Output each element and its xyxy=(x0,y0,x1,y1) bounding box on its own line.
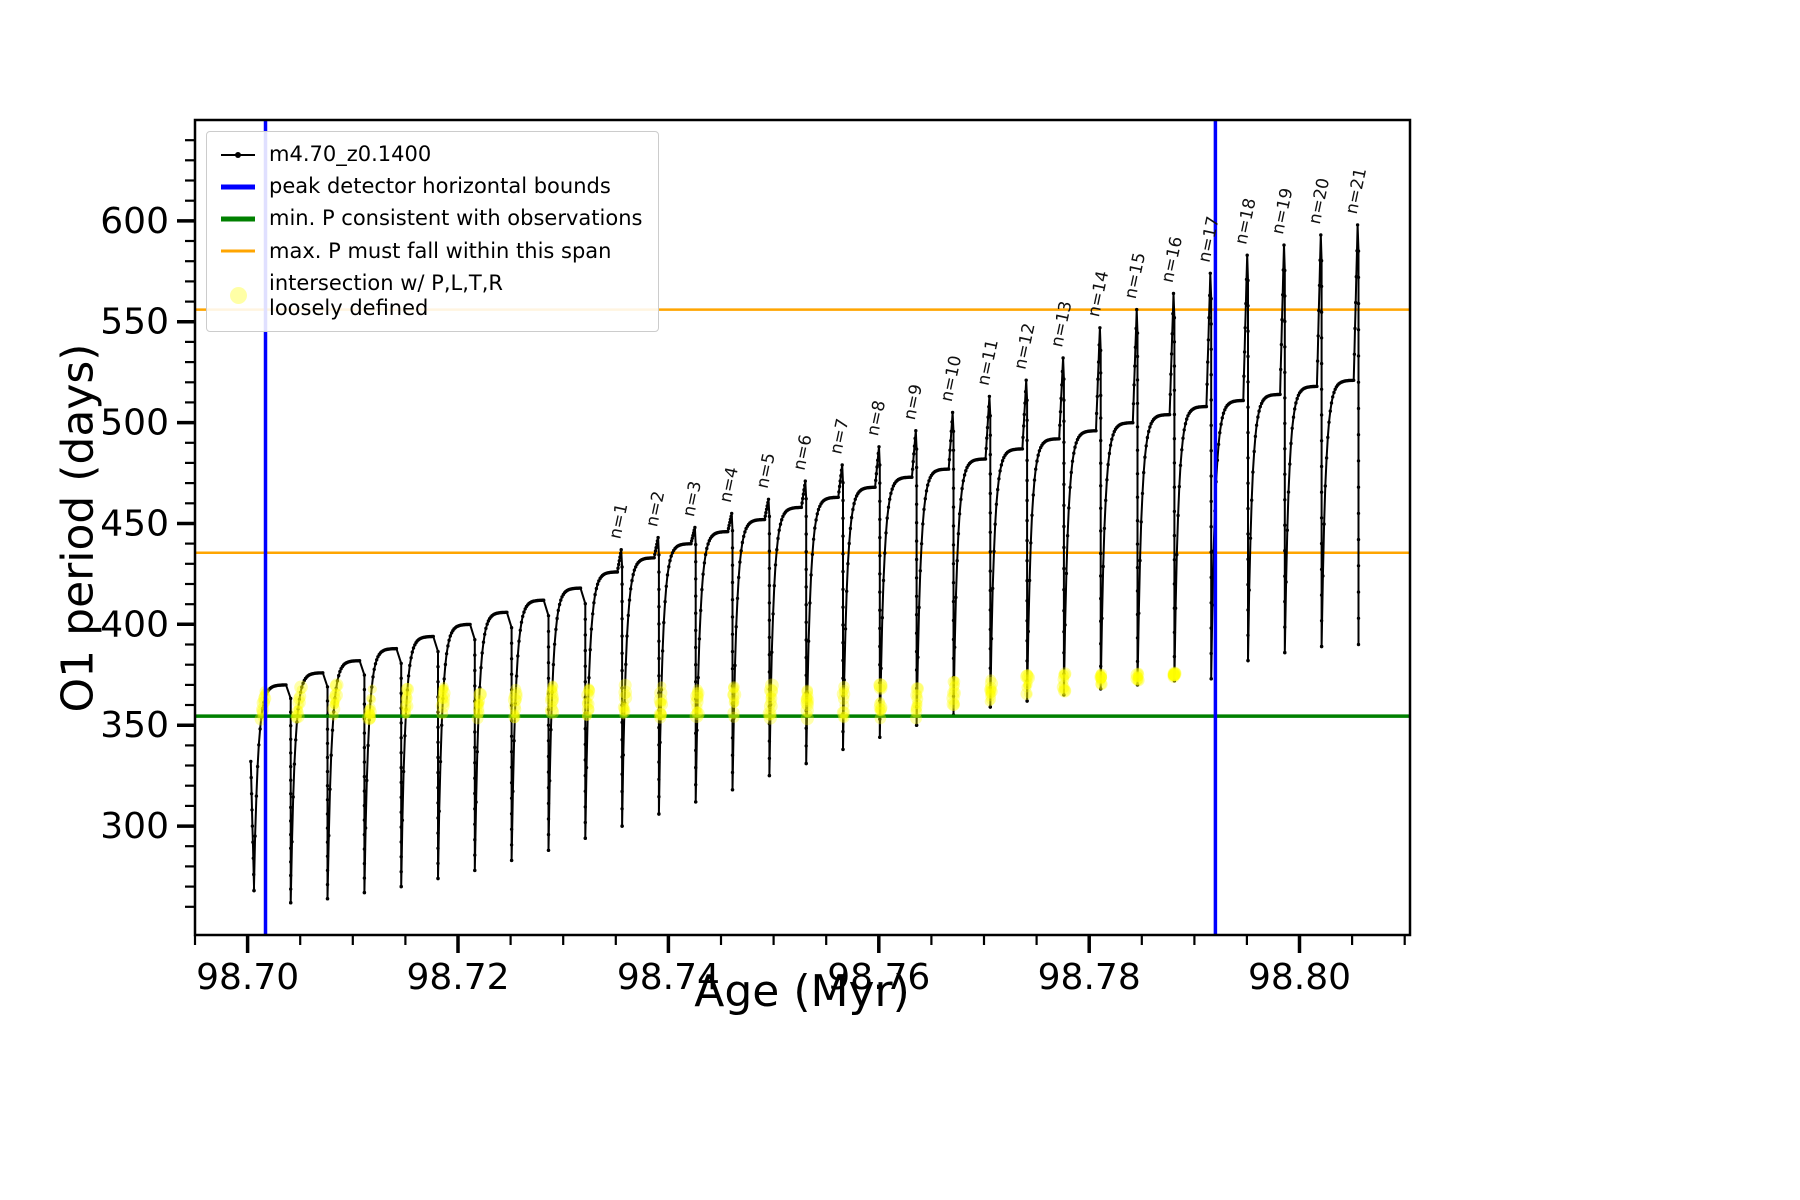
svg-text:n=4: n=4 xyxy=(716,465,743,504)
axes: 98.70 98.72 98.74 98.76 98.78 98.80 300 350 400 4… xyxy=(100,118,1412,998)
legend-entry-max-p: max. P must fall within this span xyxy=(219,239,642,264)
yellow-scatter-swatch xyxy=(219,285,257,307)
svg-text:600: 600 xyxy=(100,201,169,242)
svg-text:n=8: n=8 xyxy=(863,399,890,438)
svg-text:n=19: n=19 xyxy=(1268,186,1297,236)
series-line-swatch xyxy=(219,144,257,166)
svg-text:98.74: 98.74 xyxy=(617,957,720,998)
svg-text:n=17: n=17 xyxy=(1195,215,1224,265)
x-axis-label: Age (Myr) xyxy=(694,966,910,1017)
legend-max-p-label: max. P must fall within this span xyxy=(269,238,612,263)
svg-text:550: 550 xyxy=(100,302,169,343)
legend-entry-intersection: intersection w/ P,L,T,R loosely defined xyxy=(219,271,642,321)
scatter-intersections xyxy=(254,666,1182,726)
svg-text:98.72: 98.72 xyxy=(406,957,509,998)
svg-text:n=20: n=20 xyxy=(1305,176,1334,226)
y-axis-label: O1 period (days) xyxy=(52,343,104,713)
legend-entry-min-p: min. P consistent with observations xyxy=(219,206,642,231)
svg-text:n=3: n=3 xyxy=(679,479,706,518)
svg-text:350: 350 xyxy=(100,705,169,746)
svg-text:n=12: n=12 xyxy=(1010,321,1039,371)
svg-text:450: 450 xyxy=(100,504,169,545)
svg-text:n=13: n=13 xyxy=(1047,299,1076,349)
svg-text:n=10: n=10 xyxy=(937,354,966,404)
legend-entry-bounds: peak detector horizontal bounds xyxy=(219,174,642,199)
svg-text:98.80: 98.80 xyxy=(1248,957,1351,998)
svg-text:n=21: n=21 xyxy=(1342,166,1371,216)
legend-entry-series: m4.70_z0.1400 xyxy=(219,142,642,167)
svg-text:98.76: 98.76 xyxy=(827,957,930,998)
orange-line-swatch xyxy=(219,240,257,262)
svg-text:n=9: n=9 xyxy=(900,383,927,422)
blue-line-swatch xyxy=(219,176,257,198)
svg-text:n=2: n=2 xyxy=(642,489,669,528)
svg-text:98.70: 98.70 xyxy=(196,957,299,998)
svg-text:n=5: n=5 xyxy=(753,451,780,490)
svg-text:500: 500 xyxy=(100,403,169,444)
svg-text:n=18: n=18 xyxy=(1231,196,1260,246)
svg-text:n=6: n=6 xyxy=(790,433,817,472)
svg-text:n=15: n=15 xyxy=(1121,251,1150,301)
svg-text:n=14: n=14 xyxy=(1084,269,1113,319)
legend-series-label: m4.70_z0.1400 xyxy=(269,142,432,166)
svg-text:n=1: n=1 xyxy=(605,502,632,541)
svg-text:98.78: 98.78 xyxy=(1038,957,1141,998)
svg-text:n=16: n=16 xyxy=(1158,235,1187,285)
svg-text:300: 300 xyxy=(100,806,169,847)
legend: m4.70_z0.1400 peak detector horizontal b… xyxy=(206,131,660,333)
legend-min-p-label: min. P consistent with observations xyxy=(269,206,643,231)
svg-text:400: 400 xyxy=(100,604,169,645)
green-line-swatch xyxy=(219,208,257,230)
peak-labels: n=1 n=2 n=3 n=4 n=5 n=6 n=7 n=8 n=9 n=10 n=11 n=12 n… xyxy=(605,166,1371,541)
legend-bounds-label: peak detector horizontal bounds xyxy=(269,174,611,199)
hlines-max-p xyxy=(195,308,1410,554)
svg-text:n=11: n=11 xyxy=(974,338,1003,388)
legend-intersection-label: intersection w/ P,L,T,R loosely defined xyxy=(269,270,503,320)
svg-text:n=7: n=7 xyxy=(826,417,853,456)
